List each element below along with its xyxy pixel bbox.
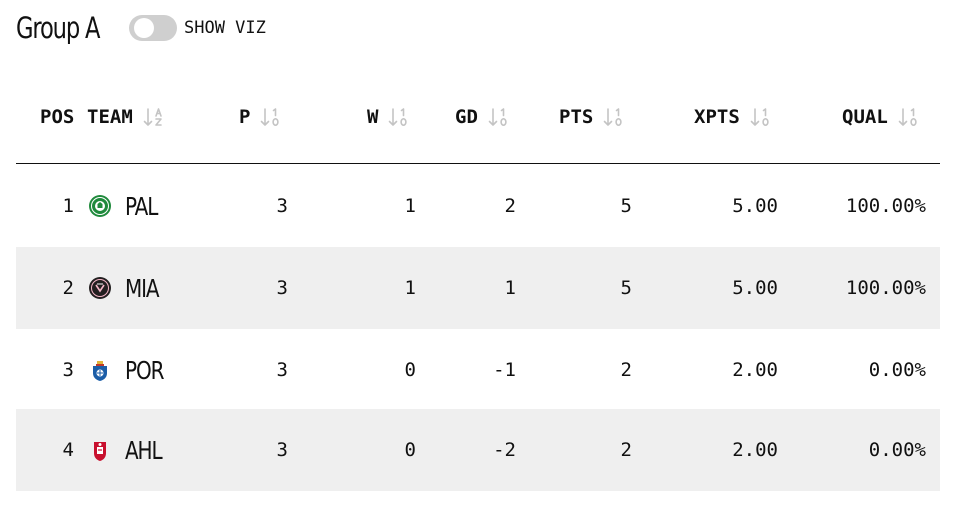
group-title: Group A [16,11,101,45]
cell-pos: 4 [62,439,74,461]
column-header-team[interactable]: TEAM [87,105,166,129]
cell-w: 1 [404,195,416,217]
column-header-pos[interactable]: POS [40,105,74,129]
cell-gd: 1 [504,277,516,299]
sort-numeric-icon[interactable] [487,105,511,129]
column-label: POS [40,106,75,128]
column-header-gd[interactable]: GD [455,105,511,129]
toggle-knob [134,18,154,38]
column-header-p[interactable]: P [239,105,283,129]
show-viz-toggle[interactable]: SHOW VIZ [129,15,266,41]
cell-p: 3 [276,195,288,217]
toggle-label: SHOW VIZ [184,18,266,38]
cell-qual: 0.00% [868,439,926,461]
group-header: Group A SHOW VIZ [16,8,266,48]
table-header: POS TEAM P W [16,92,940,164]
cell-team[interactable]: PAL [88,165,165,247]
team-name: AHL [125,435,163,465]
cell-p: 3 [276,277,288,299]
team-name: MIA [125,273,160,303]
team-name: PAL [125,191,158,221]
cell-pts: 5 [620,277,632,299]
column-label: PTS [559,106,594,128]
column-label: XPTS [694,106,740,128]
cell-w: 0 [404,359,416,381]
table-row: 4 AHL 3 0 -2 2 2.00 0.00% [16,409,940,491]
cell-p: 3 [276,439,288,461]
cell-gd: -2 [493,439,516,461]
cell-w: 1 [404,277,416,299]
table-row: 1 PAL 3 1 2 5 5.00 100.00% [16,165,940,247]
porto-crest-icon [93,361,107,381]
cell-team[interactable]: MIA [88,247,167,329]
column-label: TEAM [87,106,133,128]
cell-pos: 2 [62,277,74,299]
sort-numeric-icon[interactable] [602,105,626,129]
sort-numeric-icon[interactable] [387,105,411,129]
sort-numeric-icon[interactable] [259,105,283,129]
table-row: 2 MIA 3 1 1 5 5.00 100.00% [16,247,940,329]
cell-pos: 1 [62,195,74,217]
cell-qual: 100.00% [845,195,926,217]
cell-xpts: 5.00 [732,277,778,299]
toggle-switch[interactable] [129,15,177,41]
cell-qual: 0.00% [868,359,926,381]
cell-xpts: 5.00 [732,195,778,217]
column-header-w[interactable]: W [367,105,411,129]
sort-numeric-icon[interactable] [897,105,921,129]
cell-xpts: 2.00 [732,439,778,461]
cell-gd: 2 [504,195,516,217]
team-name: POR [125,355,164,385]
column-label: GD [455,106,478,128]
cell-qual: 100.00% [845,277,926,299]
cell-gd: -1 [493,359,516,381]
column-header-pts[interactable]: PTS [559,105,626,129]
inter-miami-crest-icon [89,277,111,299]
cell-team[interactable]: AHL [88,409,171,491]
palmeiras-crest-icon [89,195,111,217]
cell-pts: 2 [620,359,632,381]
cell-team[interactable]: POR [88,329,173,411]
table-row: 3 POR 3 0 -1 2 2.00 0.00% [16,329,940,411]
sort-numeric-icon[interactable] [749,105,773,129]
column-header-xpts[interactable]: XPTS [694,105,773,129]
al-ahly-crest-icon [94,442,106,461]
column-label: QUAL [842,106,888,128]
cell-pts: 2 [620,439,632,461]
column-label: W [367,106,379,128]
cell-pts: 5 [620,195,632,217]
cell-p: 3 [276,359,288,381]
column-header-qual[interactable]: QUAL [842,105,921,129]
cell-pos: 3 [62,359,74,381]
sort-alpha-icon[interactable] [142,105,166,129]
cell-w: 0 [404,439,416,461]
cell-xpts: 2.00 [732,359,778,381]
column-label: P [239,106,251,128]
